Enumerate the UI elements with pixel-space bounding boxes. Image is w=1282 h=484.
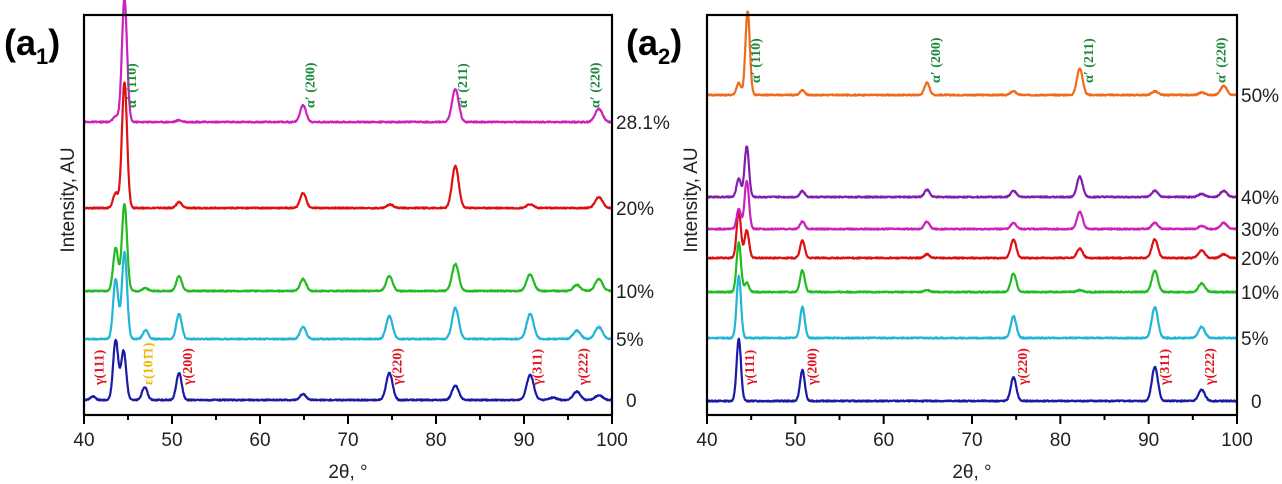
- peak-annotation: γ(311): [531, 349, 546, 386]
- peak-annotation: γ(200): [806, 348, 821, 386]
- trace-10pct: [83, 203, 613, 293]
- trace-50pct: [705, 10, 1238, 97]
- x-tick-label: 60: [249, 430, 270, 451]
- x-tick-label: 100: [596, 430, 628, 451]
- x-tick-label: 90: [513, 430, 534, 451]
- panel-a2: (a2) γ(111) γ(200) γ(220) γ(311) γ(222) α′ (1…: [626, 10, 1279, 483]
- x-tick-label: 100: [1221, 430, 1253, 451]
- traces: [82, 0, 613, 402]
- trace-10pct: [706, 241, 1238, 294]
- peak-annotation: γ(311): [1158, 349, 1173, 386]
- peak-annotation: γ(220): [391, 348, 406, 386]
- peak-annotation: ε(101̄1): [142, 342, 157, 385]
- peak-annotation: γ(222): [576, 348, 591, 386]
- y-axis-title: Intensity, AU: [58, 147, 79, 252]
- peak-annotations: γ(111) ε(101̄1) γ(200) γ(220) γ(311) γ(222) α′…: [92, 62, 603, 386]
- x-tick-label: 70: [337, 430, 358, 451]
- series-label: 10%: [616, 282, 654, 303]
- panel-label-a1: (a1): [4, 22, 60, 69]
- peak-annotation: α′ (110): [749, 38, 764, 83]
- series-label: 5%: [616, 330, 644, 351]
- peak-annotation: γ(222): [1203, 348, 1218, 386]
- series-label: 20%: [1241, 249, 1279, 270]
- peak-annotation: γ(220): [1016, 348, 1031, 386]
- x-tick-label: 50: [785, 430, 806, 451]
- peak-annotation: γ(111): [743, 349, 758, 386]
- peak-annotation: α′ (200): [929, 37, 944, 83]
- panel-label-a2: (a2): [626, 22, 682, 69]
- peak-annotation: α′ (220): [589, 62, 604, 108]
- trace-5pct: [706, 274, 1238, 340]
- peak-annotation: γ(200): [181, 348, 196, 386]
- series-label: 0: [1251, 392, 1262, 413]
- series-label: 28.1%: [616, 113, 670, 134]
- x-tick-label: 40: [73, 430, 94, 451]
- series-label: 20%: [616, 199, 654, 220]
- trace-20pct: [83, 81, 613, 210]
- peak-annotation: α′ (211): [1082, 38, 1097, 83]
- x-axis: 40 50 60 70 80 90 100: [73, 415, 628, 451]
- series-label: 30%: [1241, 220, 1279, 241]
- x-tick-label: 50: [161, 430, 182, 451]
- series-label: 0: [626, 391, 637, 412]
- trace-5pct: [82, 250, 613, 341]
- trace-40pct: [705, 145, 1238, 199]
- peak-annotation: α′ (110): [125, 63, 140, 108]
- series-label: 10%: [1241, 283, 1279, 304]
- series-labels: 0 5% 10% 20% 28.1%: [616, 113, 670, 412]
- series-label: 50%: [1241, 86, 1279, 107]
- trace-0: [83, 338, 613, 402]
- peak-annotation: α′ (220): [1215, 37, 1230, 83]
- x-axis-title: 2θ, °: [952, 462, 991, 483]
- x-tick-label: 70: [961, 430, 982, 451]
- trace-28_1pct: [83, 0, 613, 124]
- trace-20pct: [706, 210, 1238, 260]
- x-tick-label: 40: [696, 430, 717, 451]
- peak-annotations: γ(111) γ(200) γ(220) γ(311) γ(222) α′ (110) α′…: [743, 37, 1230, 386]
- peak-annotation: α′ (200): [304, 62, 319, 108]
- panel-a1: (a1) γ(111) ε(101̄1) γ(200) γ(220) γ(311) γ(2…: [4, 0, 670, 483]
- trace-0: [706, 337, 1238, 403]
- series-label: 5%: [1241, 329, 1269, 350]
- series-label: 40%: [1241, 188, 1279, 209]
- peak-annotation: α′ (211): [456, 63, 471, 108]
- x-axis-title: 2θ, °: [328, 462, 367, 483]
- x-axis: 40 50 60 70 80 90 100: [696, 415, 1253, 451]
- x-tick-label: 60: [873, 430, 894, 451]
- trace-30pct: [705, 179, 1238, 231]
- x-tick-label: 90: [1138, 430, 1159, 451]
- traces: [705, 10, 1238, 403]
- peak-annotation: γ(111): [92, 349, 107, 386]
- y-axis-title: Intensity, AU: [681, 147, 702, 252]
- x-tick-label: 80: [425, 430, 446, 451]
- series-labels: 0 5% 10% 20% 30% 40% 50%: [1241, 86, 1279, 413]
- x-tick-label: 80: [1050, 430, 1071, 451]
